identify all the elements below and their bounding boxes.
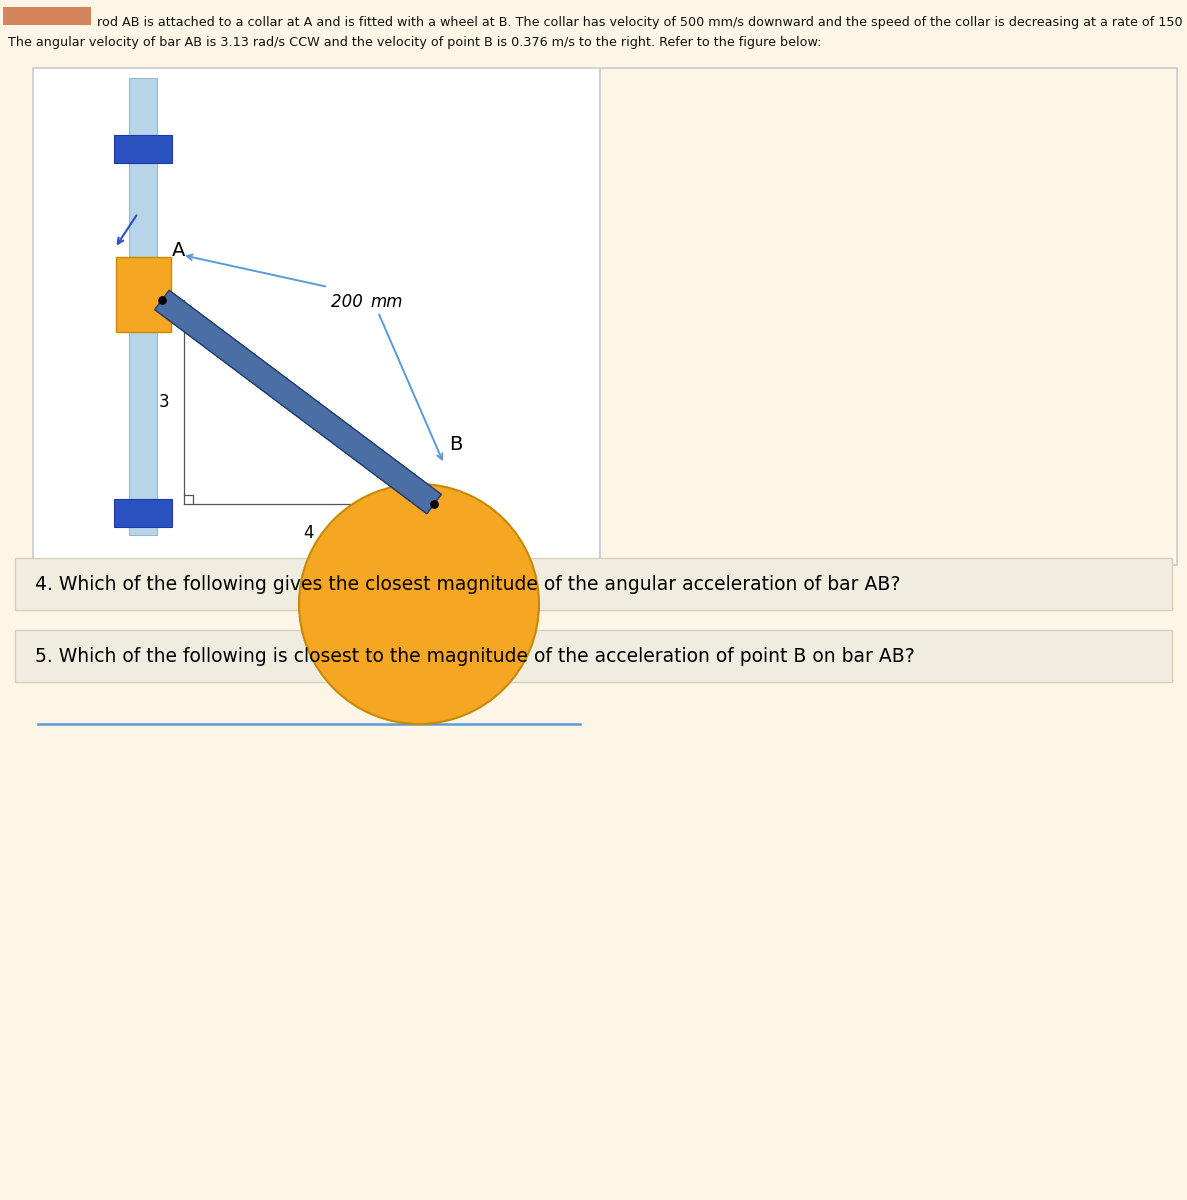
- Text: 5. Which of the following is closest to the magnitude of the acceleration of poi: 5. Which of the following is closest to …: [34, 647, 915, 666]
- Text: 4. Which of the following gives the closest magnitude of the angular acceleratio: 4. Which of the following gives the clos…: [34, 575, 901, 594]
- Bar: [33, 68, 599, 565]
- Bar: [15, 558, 1172, 610]
- Text: 4: 4: [304, 524, 315, 542]
- Circle shape: [299, 484, 539, 724]
- Polygon shape: [154, 290, 442, 514]
- Text: The angular velocity of bar AB is 3.13 rad/s CCW and the velocity of point B is : The angular velocity of bar AB is 3.13 r…: [8, 36, 821, 49]
- Text: B: B: [449, 434, 463, 454]
- Text: A: A: [172, 241, 185, 260]
- Text: rod AB is attached to a collar at A and is fitted with a wheel at B. The collar : rod AB is attached to a collar at A and …: [97, 16, 1187, 29]
- Bar: [599, 68, 1178, 565]
- Text: 200: 200: [331, 293, 368, 311]
- Text: mm: mm: [370, 293, 402, 311]
- Bar: [15, 630, 1172, 682]
- Bar: [114, 499, 172, 527]
- Polygon shape: [154, 290, 442, 514]
- Text: 3: 3: [158, 392, 169, 410]
- Bar: [116, 257, 171, 332]
- Bar: [114, 134, 172, 163]
- Bar: [4, 7, 91, 25]
- Bar: [129, 78, 157, 535]
